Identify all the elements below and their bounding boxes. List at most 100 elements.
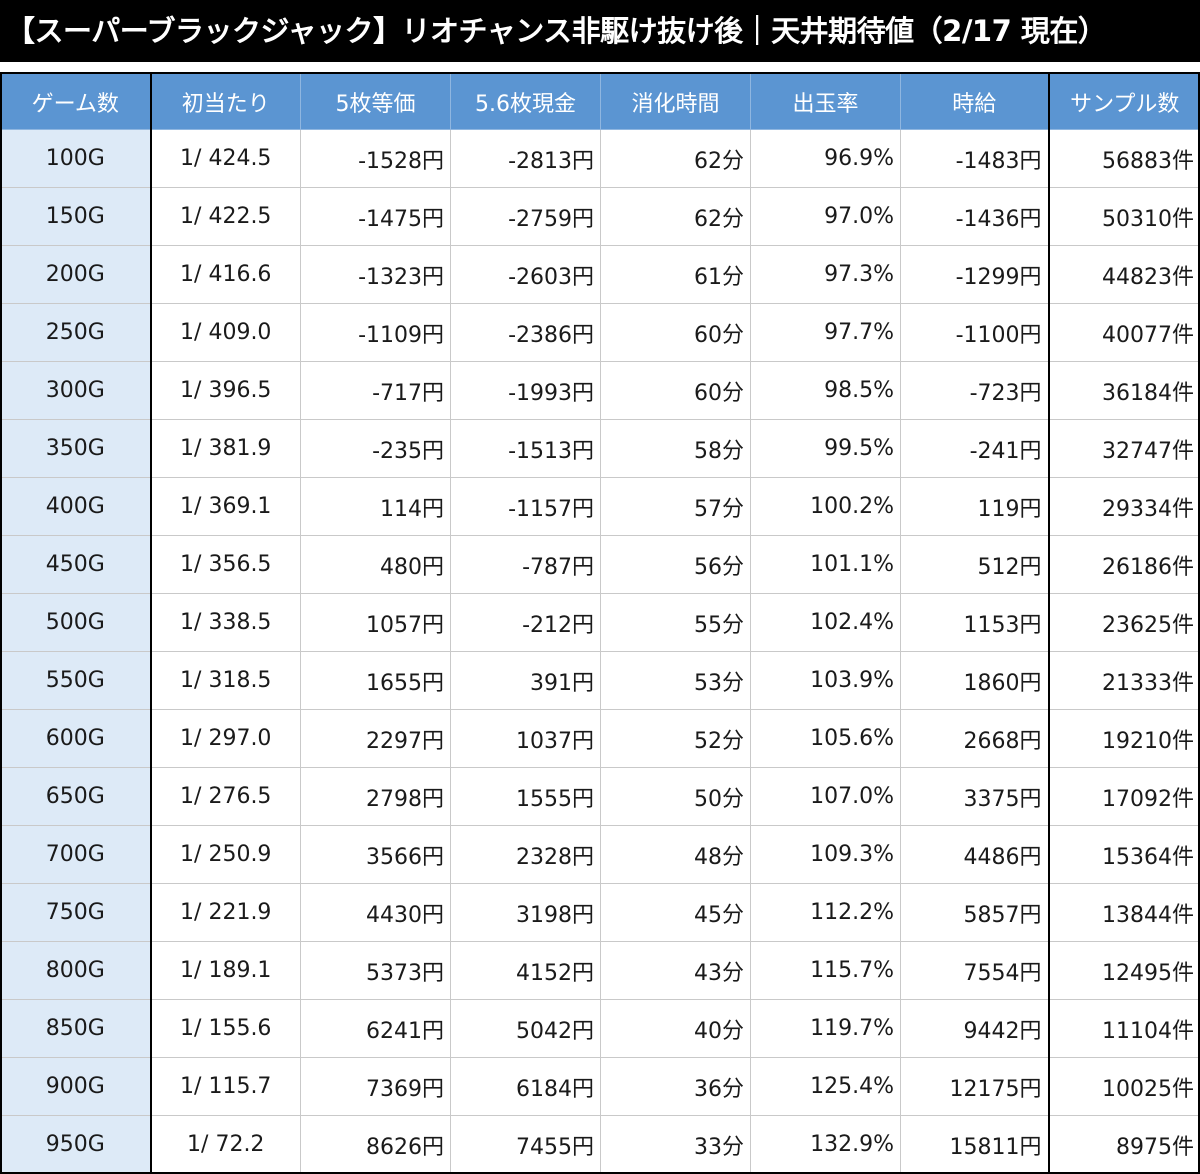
cell-5-6-cash: 4152円 bbox=[450, 941, 601, 1000]
cell-game-count: 250G bbox=[0, 303, 152, 362]
cell-play-time: 62分 bbox=[600, 187, 751, 246]
cell-5-equal: -1475円 bbox=[300, 187, 451, 246]
cell-play-time: 48分 bbox=[600, 825, 751, 884]
cell-sample-count: 21333件 bbox=[1047, 651, 1200, 710]
cell-hourly-wage: 119円 bbox=[900, 477, 1049, 536]
cell-payout-rate: 125.4% bbox=[750, 1057, 901, 1116]
table-header-row: ゲーム数 初当たり 5枚等価 5.6枚現金 消化時間 出玉率 時給 サンプル数 bbox=[0, 72, 1200, 130]
cell-payout-rate: 98.5% bbox=[750, 361, 901, 420]
table-row: 750G 1/ 221.9 4430円 3198円 45分 112.2% 5857円 1384… bbox=[0, 883, 1200, 942]
cell-5-6-cash: -2813円 bbox=[450, 129, 601, 188]
expected-value-table: ゲーム数 初当たり 5枚等価 5.6枚現金 消化時間 出玉率 時給 サンプル数 … bbox=[0, 72, 1200, 1174]
header-payout-rate: 出玉率 bbox=[750, 72, 901, 130]
table-row: 800G 1/ 189.1 5373円 4152円 43分 115.7% 7554円 1249… bbox=[0, 941, 1200, 1000]
table-border-right bbox=[1198, 72, 1200, 1174]
cell-sample-count: 44823件 bbox=[1047, 245, 1200, 304]
cell-first-hit: 1/ 338.5 bbox=[150, 593, 301, 652]
cell-payout-rate: 97.3% bbox=[750, 245, 901, 304]
cell-5-equal: -1323円 bbox=[300, 245, 451, 304]
cell-5-equal: 2297円 bbox=[300, 709, 451, 768]
cell-play-time: 52分 bbox=[600, 709, 751, 768]
cell-5-equal: -235円 bbox=[300, 419, 451, 478]
cell-sample-count: 8975件 bbox=[1047, 1115, 1200, 1174]
cell-5-equal: 1655円 bbox=[300, 651, 451, 710]
cell-game-count: 500G bbox=[0, 593, 152, 652]
cell-game-count: 100G bbox=[0, 129, 152, 188]
cell-game-count: 550G bbox=[0, 651, 152, 710]
table-row: 600G 1/ 297.0 2297円 1037円 52分 105.6% 2668円 1921… bbox=[0, 709, 1200, 768]
cell-sample-count: 11104件 bbox=[1047, 999, 1200, 1058]
cell-first-hit: 1/ 297.0 bbox=[150, 709, 301, 768]
cell-5-equal: 7369円 bbox=[300, 1057, 451, 1116]
cell-5-6-cash: -1513円 bbox=[450, 419, 601, 478]
cell-sample-count: 13844件 bbox=[1047, 883, 1200, 942]
table-border-left bbox=[0, 72, 2, 1174]
cell-sample-count: 26186件 bbox=[1047, 535, 1200, 594]
cell-5-6-cash: 5042円 bbox=[450, 999, 601, 1058]
cell-5-6-cash: -2386円 bbox=[450, 303, 601, 362]
cell-sample-count: 23625件 bbox=[1047, 593, 1200, 652]
cell-hourly-wage: -1100円 bbox=[900, 303, 1049, 362]
cell-game-count: 900G bbox=[0, 1057, 152, 1116]
table-body: 100G 1/ 424.5 -1528円 -2813円 62分 96.9% -1483円 56… bbox=[0, 129, 1200, 1174]
table-row: 100G 1/ 424.5 -1528円 -2813円 62分 96.9% -1483円 56… bbox=[0, 129, 1200, 188]
cell-first-hit: 1/ 250.9 bbox=[150, 825, 301, 884]
cell-play-time: 36分 bbox=[600, 1057, 751, 1116]
cell-play-time: 45分 bbox=[600, 883, 751, 942]
cell-5-6-cash: -212円 bbox=[450, 593, 601, 652]
table-row: 400G 1/ 369.1 114円 -1157円 57分 100.2% 119円 29334… bbox=[0, 477, 1200, 536]
cell-game-count: 200G bbox=[0, 245, 152, 304]
table-row: 350G 1/ 381.9 -235円 -1513円 58分 99.5% -241円 3274… bbox=[0, 419, 1200, 478]
cell-hourly-wage: 1860円 bbox=[900, 651, 1049, 710]
header-game-count: ゲーム数 bbox=[0, 72, 152, 130]
cell-sample-count: 19210件 bbox=[1047, 709, 1200, 768]
cell-game-count: 600G bbox=[0, 709, 152, 768]
cell-first-hit: 1/ 416.6 bbox=[150, 245, 301, 304]
cell-5-6-cash: 391円 bbox=[450, 651, 601, 710]
cell-5-equal: -1109円 bbox=[300, 303, 451, 362]
cell-5-6-cash: -2603円 bbox=[450, 245, 601, 304]
cell-play-time: 33分 bbox=[600, 1115, 751, 1174]
cell-5-equal: 480円 bbox=[300, 535, 451, 594]
cell-first-hit: 1/ 318.5 bbox=[150, 651, 301, 710]
cell-game-count: 650G bbox=[0, 767, 152, 826]
cell-first-hit: 1/ 396.5 bbox=[150, 361, 301, 420]
cell-play-time: 61分 bbox=[600, 245, 751, 304]
cell-play-time: 60分 bbox=[600, 361, 751, 420]
cell-first-hit: 1/ 422.5 bbox=[150, 187, 301, 246]
table-row: 850G 1/ 155.6 6241円 5042円 40分 119.7% 9442円 1110… bbox=[0, 999, 1200, 1058]
table-row: 250G 1/ 409.0 -1109円 -2386円 60分 97.7% -1100円 40… bbox=[0, 303, 1200, 362]
cell-hourly-wage: -1299円 bbox=[900, 245, 1049, 304]
cell-hourly-wage: 512円 bbox=[900, 535, 1049, 594]
cell-hourly-wage: 15811円 bbox=[900, 1115, 1049, 1174]
cell-hourly-wage: -1483円 bbox=[900, 129, 1049, 188]
cell-play-time: 53分 bbox=[600, 651, 751, 710]
cell-5-equal: -1528円 bbox=[300, 129, 451, 188]
cell-sample-count: 15364件 bbox=[1047, 825, 1200, 884]
cell-first-hit: 1/ 356.5 bbox=[150, 535, 301, 594]
cell-first-hit: 1/ 409.0 bbox=[150, 303, 301, 362]
cell-first-hit: 1/ 189.1 bbox=[150, 941, 301, 1000]
cell-first-hit: 1/ 276.5 bbox=[150, 767, 301, 826]
cell-game-count: 850G bbox=[0, 999, 152, 1058]
cell-payout-rate: 101.1% bbox=[750, 535, 901, 594]
cell-5-6-cash: 1037円 bbox=[450, 709, 601, 768]
cell-sample-count: 32747件 bbox=[1047, 419, 1200, 478]
cell-first-hit: 1/ 424.5 bbox=[150, 129, 301, 188]
cell-5-equal: 8626円 bbox=[300, 1115, 451, 1174]
cell-sample-count: 56883件 bbox=[1047, 129, 1200, 188]
cell-5-equal: 1057円 bbox=[300, 593, 451, 652]
page-title: 【スーパーブラックジャック】リオチャンス非駆け抜け後｜天井期待値（2/17 現在… bbox=[0, 0, 1200, 62]
cell-payout-rate: 132.9% bbox=[750, 1115, 901, 1174]
cell-hourly-wage: -241円 bbox=[900, 419, 1049, 478]
cell-5-equal: 3566円 bbox=[300, 825, 451, 884]
table-row: 500G 1/ 338.5 1057円 -212円 55分 102.4% 1153円 2362… bbox=[0, 593, 1200, 652]
cell-sample-count: 40077件 bbox=[1047, 303, 1200, 362]
cell-5-equal: 114円 bbox=[300, 477, 451, 536]
cell-payout-rate: 107.0% bbox=[750, 767, 901, 826]
cell-hourly-wage: 2668円 bbox=[900, 709, 1049, 768]
cell-payout-rate: 112.2% bbox=[750, 883, 901, 942]
cell-first-hit: 1/ 221.9 bbox=[150, 883, 301, 942]
cell-first-hit: 1/ 72.2 bbox=[150, 1115, 301, 1174]
table-row: 150G 1/ 422.5 -1475円 -2759円 62分 97.0% -1436円 50… bbox=[0, 187, 1200, 246]
